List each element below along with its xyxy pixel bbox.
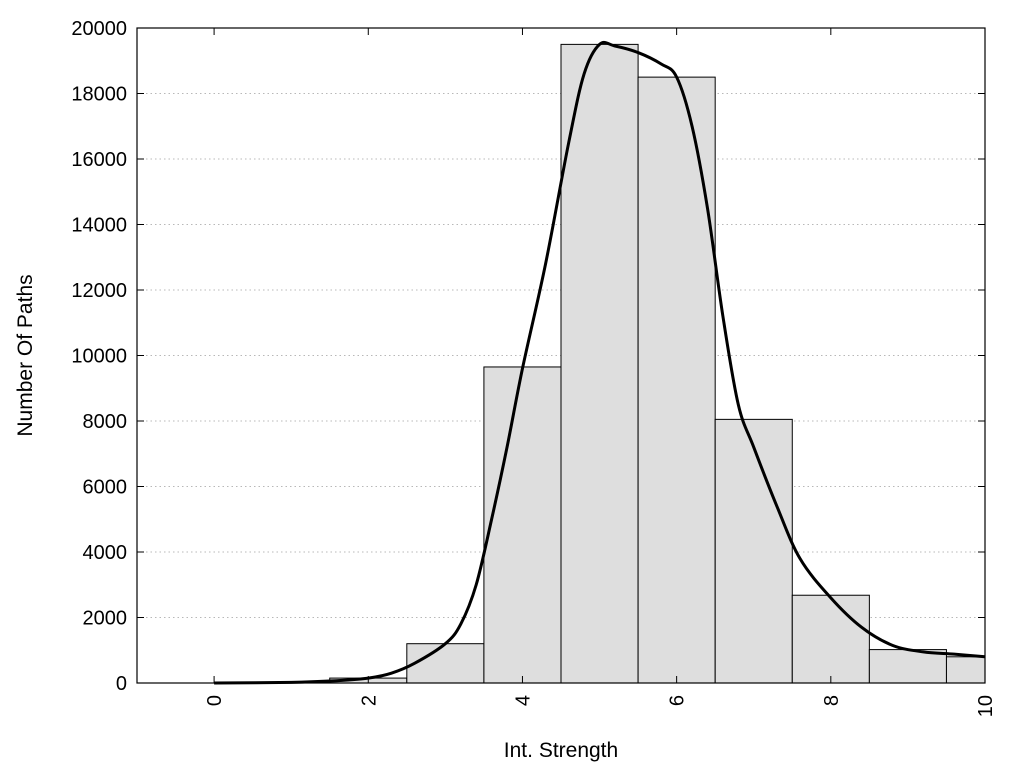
y-tick-label: 6000	[83, 477, 128, 499]
y-tick-label: 12000	[71, 280, 127, 302]
histogram-bar	[483, 366, 562, 684]
y-tick-label: 20000	[71, 18, 127, 40]
y-tick-label: 14000	[71, 215, 127, 237]
bars	[252, 43, 986, 684]
x-tick-label: 8	[821, 695, 843, 706]
y-tick-label: 4000	[83, 542, 128, 564]
histogram-bar	[406, 643, 485, 684]
y-tick-label: 0	[116, 673, 127, 695]
y-axis-title: Number Of Paths	[14, 274, 37, 436]
histogram-bar	[945, 656, 986, 684]
histogram-bar	[868, 649, 947, 684]
tick-labels: 0 2000 4000 6000 8000 10000 12000 14000 16000 180…	[71, 18, 997, 717]
histogram-bar	[714, 418, 793, 684]
x-tick-label: 4	[512, 695, 534, 706]
histogram-bar	[637, 76, 716, 684]
fit-curve-layer	[214, 40, 986, 685]
ticks	[137, 27, 986, 684]
y-tick-label: 2000	[83, 608, 128, 630]
x-tick-label: 0	[204, 695, 226, 706]
fit-curve	[214, 40, 986, 685]
y-tick-label: 18000	[71, 84, 127, 106]
histogram-bar	[791, 594, 870, 684]
y-tick-label: 16000	[71, 149, 127, 171]
x-axis-title: Int. Strength	[504, 739, 618, 762]
histogram-bar	[560, 43, 639, 684]
y-tick-label: 8000	[83, 411, 128, 433]
x-tick-label: 2	[358, 695, 380, 706]
x-tick-label: 10	[975, 695, 997, 717]
y-tick-label: 10000	[71, 346, 127, 368]
x-tick-label: 6	[667, 695, 689, 706]
